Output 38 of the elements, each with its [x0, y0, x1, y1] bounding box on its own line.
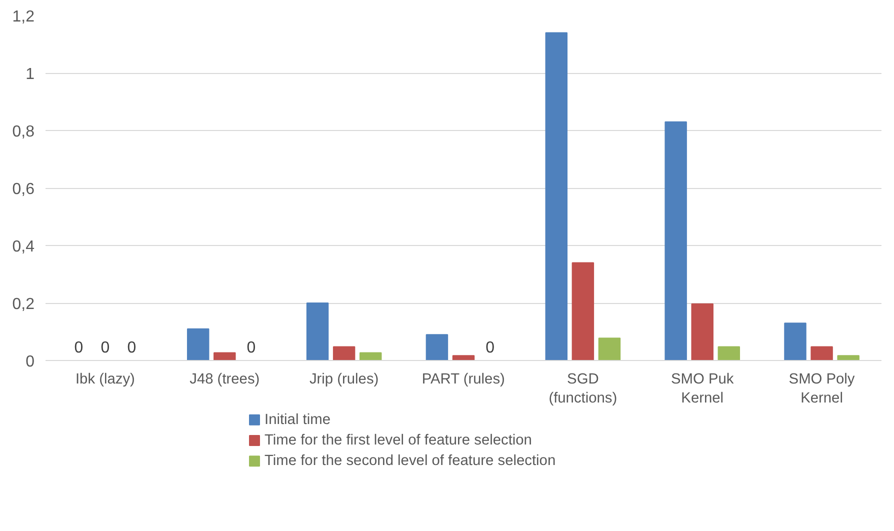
bar: [186, 328, 210, 360]
y-tick-label: 0,4: [12, 238, 35, 256]
data-label: 0: [74, 340, 84, 356]
bar: [306, 302, 329, 360]
y-tick-label: 1: [26, 66, 35, 83]
legend-label: Time for the first level of feature selection: [264, 432, 532, 448]
bar: [837, 355, 860, 360]
x-tick-label: SMO Poly Kernel: [788, 372, 856, 407]
bar: [214, 352, 236, 360]
data-label: 0: [486, 340, 495, 356]
bar: [810, 346, 833, 360]
data-label: 0: [246, 340, 256, 356]
bar: [664, 121, 687, 360]
y-tick-label: 1,2: [12, 8, 35, 26]
bar: [545, 32, 568, 360]
bar: [718, 346, 740, 360]
legend-label: Initial time: [264, 412, 330, 428]
bar: [784, 322, 806, 360]
bar: [452, 355, 475, 360]
y-tick-label: 0: [26, 354, 35, 370]
x-tick-label: Ibk (lazy): [75, 372, 135, 388]
bar: [426, 334, 448, 360]
x-tick-label: Jrip (rules): [309, 372, 379, 388]
bar: [572, 262, 594, 360]
bar: [332, 346, 356, 360]
x-tick-label: PART (rules): [422, 372, 505, 388]
y-tick-label: 0,8: [12, 124, 35, 140]
data-label: 0: [100, 340, 110, 356]
x-tick-label: SGD (functions): [548, 372, 618, 407]
data-label: 0: [127, 340, 136, 356]
legend-label: Time for the second level of feature selection: [264, 453, 556, 470]
bar: [359, 352, 382, 360]
x-tick-label: SMO Puk Kernel: [671, 372, 734, 407]
y-tick-label: 0,6: [12, 181, 35, 198]
bar: [691, 303, 714, 360]
y-tick-label: 0,2: [12, 296, 35, 313]
x-tick-label: J48 (trees): [190, 372, 260, 388]
bar: [598, 338, 621, 360]
